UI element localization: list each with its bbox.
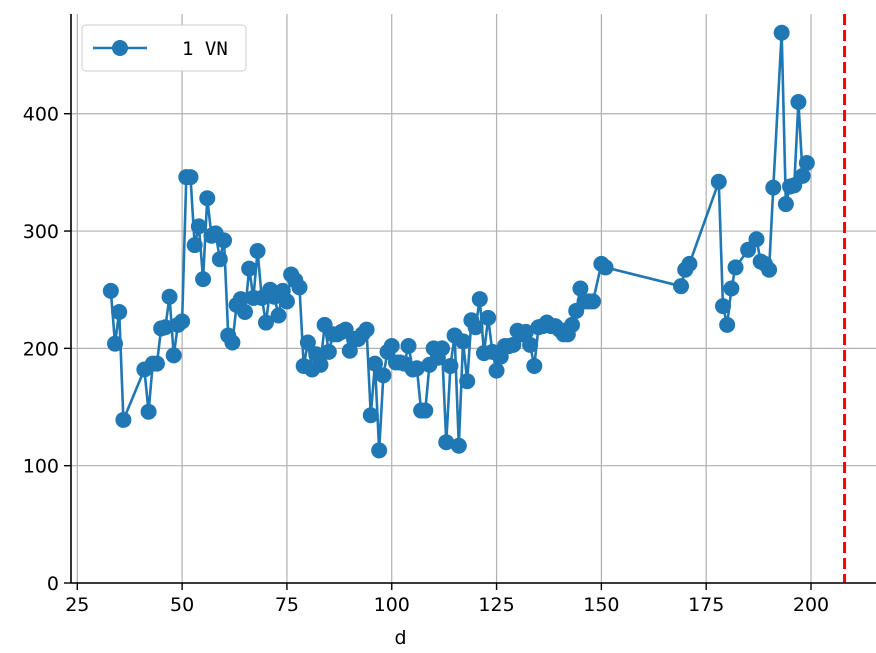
data-point [442,357,459,374]
data-point [710,173,727,190]
data-point [714,298,731,315]
data-point [777,196,794,213]
data-point [299,334,316,351]
x-tick-label: 100 [374,594,410,616]
data-point [459,373,476,390]
data-point [450,437,467,454]
data-point [798,154,815,171]
data-point [761,261,778,278]
data-point [362,407,379,424]
data-point [408,360,425,377]
data-point [773,24,790,41]
data-point [199,190,216,207]
data-point [186,237,203,254]
data-point [270,307,287,324]
data-point [526,357,543,374]
data-point [438,434,455,451]
data-point [232,291,249,308]
x-tick-label: 75 [275,594,299,616]
data-point [719,316,736,333]
data-point [584,293,601,310]
data-point [383,338,400,355]
data-point [107,335,124,352]
y-tick-label: 0 [47,573,59,595]
data-point [794,167,811,184]
x-tick-label: 175 [688,594,724,616]
axes [64,14,876,590]
data-point [241,260,258,277]
data-point [358,321,375,338]
data-point [278,293,295,310]
data-point [480,309,497,326]
data-point [165,347,182,364]
data-point [236,303,253,320]
data-point [681,255,698,272]
data-point [673,278,690,295]
data-point [224,334,241,351]
data-point [157,319,174,336]
data-point [471,291,488,308]
y-tick-label: 400 [23,104,59,126]
data-point [488,362,505,379]
data-point [257,314,274,331]
x-axis-label: d [394,627,406,649]
data-point [195,271,212,288]
data-point [174,313,191,330]
data-point [148,355,165,372]
data-point [111,303,128,320]
data-point [115,411,132,428]
tick-labels: 25 50 75 100 125 150 175 200 0 100 200 300 400 [23,104,829,616]
data-point [216,232,233,249]
data-point [790,93,807,110]
data-point [723,280,740,297]
data-point [517,323,534,340]
data-point [140,403,157,420]
data-point [371,442,388,459]
data-point [727,259,744,276]
y-tick-label: 300 [23,221,59,243]
data-point [182,169,199,186]
data-point [434,340,451,357]
data-point [249,242,266,259]
x-tick-label: 50 [170,594,194,616]
data-point [597,259,614,276]
data-point [161,288,178,305]
data-point [455,333,472,350]
legend: 1 VN [81,24,247,72]
data-point [400,338,417,355]
data-point [564,316,581,333]
x-tick-label: 25 [65,594,89,616]
data-point [102,282,119,299]
data-point [417,402,434,419]
data-point [467,319,484,336]
data-point [366,355,383,372]
data-point [211,251,228,268]
data-point [320,343,337,360]
data-point [765,179,782,196]
data-point [572,280,589,297]
y-tick-label: 100 [23,456,59,478]
data-point [190,218,207,235]
x-tick-label: 150 [583,594,619,616]
y-tick-label: 200 [23,338,59,360]
legend-box [81,24,247,72]
x-tick-label: 125 [478,594,514,616]
legend-series-name: 1 VN [182,38,228,60]
data-point [748,231,765,248]
x-tick-label: 200 [793,594,829,616]
legend-series-marker [112,40,128,56]
data-point [522,336,539,353]
data-point [312,356,329,373]
data-point [291,279,308,296]
series-layer [102,24,815,459]
data-point [375,367,392,384]
